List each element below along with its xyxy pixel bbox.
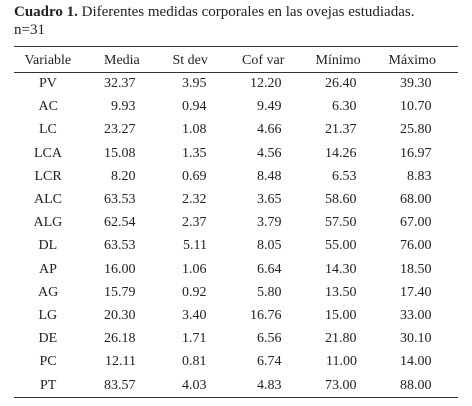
cell-value: 4.03 [182,377,207,393]
cell-value: 6.56 [257,331,282,347]
column-header: Mínimo [315,53,361,68]
cell-value: 14.00 [400,354,432,370]
cell-value: 26.40 [325,76,357,91]
cell-value: 32.37 [104,76,136,91]
row-label: AG [38,284,59,300]
row-label: DE [38,331,58,347]
cell-value: 67.00 [400,215,432,231]
cell-value: 20.30 [104,308,136,323]
cell-value: 0.92 [182,284,207,300]
caption: Cuadro 1. Diferentes medidas corporales … [14,4,414,21]
row-label: ALC [34,192,62,207]
cell-value: 2.37 [182,215,207,231]
cell-value: 62.54 [104,215,136,231]
cell-value: 63.53 [104,238,136,254]
row-label: ALG [33,215,63,231]
cell-value: 4.83 [257,377,282,393]
header-rule [14,72,458,73]
table-bottom-rule [14,397,458,398]
row-label: AP [39,261,57,277]
cell-value: 18.50 [400,261,432,277]
caption-text: Diferentes medidas corporales en las ove… [81,4,415,20]
cell-value: 1.71 [182,331,207,347]
cell-value: 0.81 [182,354,207,370]
cell-value: 68.00 [400,192,432,207]
cell-value: 17.40 [400,284,432,300]
cell-value: 8.20 [111,168,136,184]
cell-value: 39.30 [400,76,432,91]
cell-value: 8.48 [257,168,282,184]
cell-value: 12.11 [105,354,136,370]
cell-value: 16.00 [104,261,136,277]
cell-value: 1.35 [182,145,207,161]
cell-value: 25.80 [400,122,432,138]
cell-value: 58.60 [325,192,357,207]
cell-value: 73.00 [325,377,357,393]
row-label: LCA [34,145,62,161]
cell-value: 21.80 [325,331,357,347]
cell-value: 6.64 [257,261,282,277]
row-label: AC [38,99,58,115]
cell-value: 88.00 [400,377,432,393]
cell-value: 9.93 [111,99,136,115]
cell-value: 6.30 [332,99,357,115]
cell-value: 26.18 [104,331,136,347]
cell-value: 6.53 [332,168,357,184]
cell-value: 1.08 [182,122,207,138]
cell-value: 4.56 [257,145,282,161]
column-header: Cof var [242,53,285,68]
cell-value: 8.83 [407,168,432,184]
cell-value: 33.00 [400,308,432,323]
cell-value: 2.32 [182,192,207,207]
row-label: PV [39,76,57,91]
cell-value: 9.49 [257,99,282,115]
cell-value: 15.00 [325,308,357,323]
cell-value: 5.11 [183,238,207,254]
cell-value: 10.70 [400,99,432,115]
cell-value: 6.74 [257,354,282,370]
cell-value: 83.57 [104,377,136,393]
column-header: Variable [24,53,72,68]
cell-value: 76.00 [400,238,432,254]
cell-value: 14.26 [325,145,357,161]
caption-label: Cuadro 1. [14,4,78,20]
cell-value: 15.79 [104,284,136,300]
caption-note: n=31 [14,22,45,38]
cell-value: 3.40 [182,308,207,323]
cell-value: 3.79 [257,215,282,231]
cell-value: 0.94 [182,99,207,115]
cell-value: 16.97 [400,145,432,161]
cell-value: 13.50 [325,284,357,300]
row-label: LCR [34,168,62,184]
cell-value: 5.80 [257,284,282,300]
cell-value: 3.95 [182,76,207,91]
cell-value: 23.27 [104,122,136,138]
row-label: PC [39,354,57,370]
row-label: LG [38,308,58,323]
cell-value: 0.69 [182,168,207,184]
column-header: St dev [172,53,208,68]
cell-value: 63.53 [104,192,136,207]
cell-value: 15.08 [104,145,136,161]
cell-value: 55.00 [325,238,357,254]
cell-value: 1.06 [182,261,207,277]
cell-value: 14.30 [325,261,357,277]
column-header: Máximo [388,53,436,68]
row-label: LC [39,122,57,138]
row-label: PT [40,377,57,393]
row-label: DL [38,238,58,254]
cell-value: 57.50 [325,215,357,231]
cell-value: 4.66 [257,122,282,138]
cell-value: 16.76 [250,308,282,323]
table-top-rule [14,46,458,47]
cell-value: 8.05 [257,238,282,254]
column-header: Media [104,53,140,68]
cell-value: 3.65 [257,192,282,207]
cell-value: 12.20 [250,76,282,91]
cell-value: 11.00 [326,354,357,370]
cell-value: 30.10 [400,331,432,347]
cell-value: 21.37 [325,122,357,138]
